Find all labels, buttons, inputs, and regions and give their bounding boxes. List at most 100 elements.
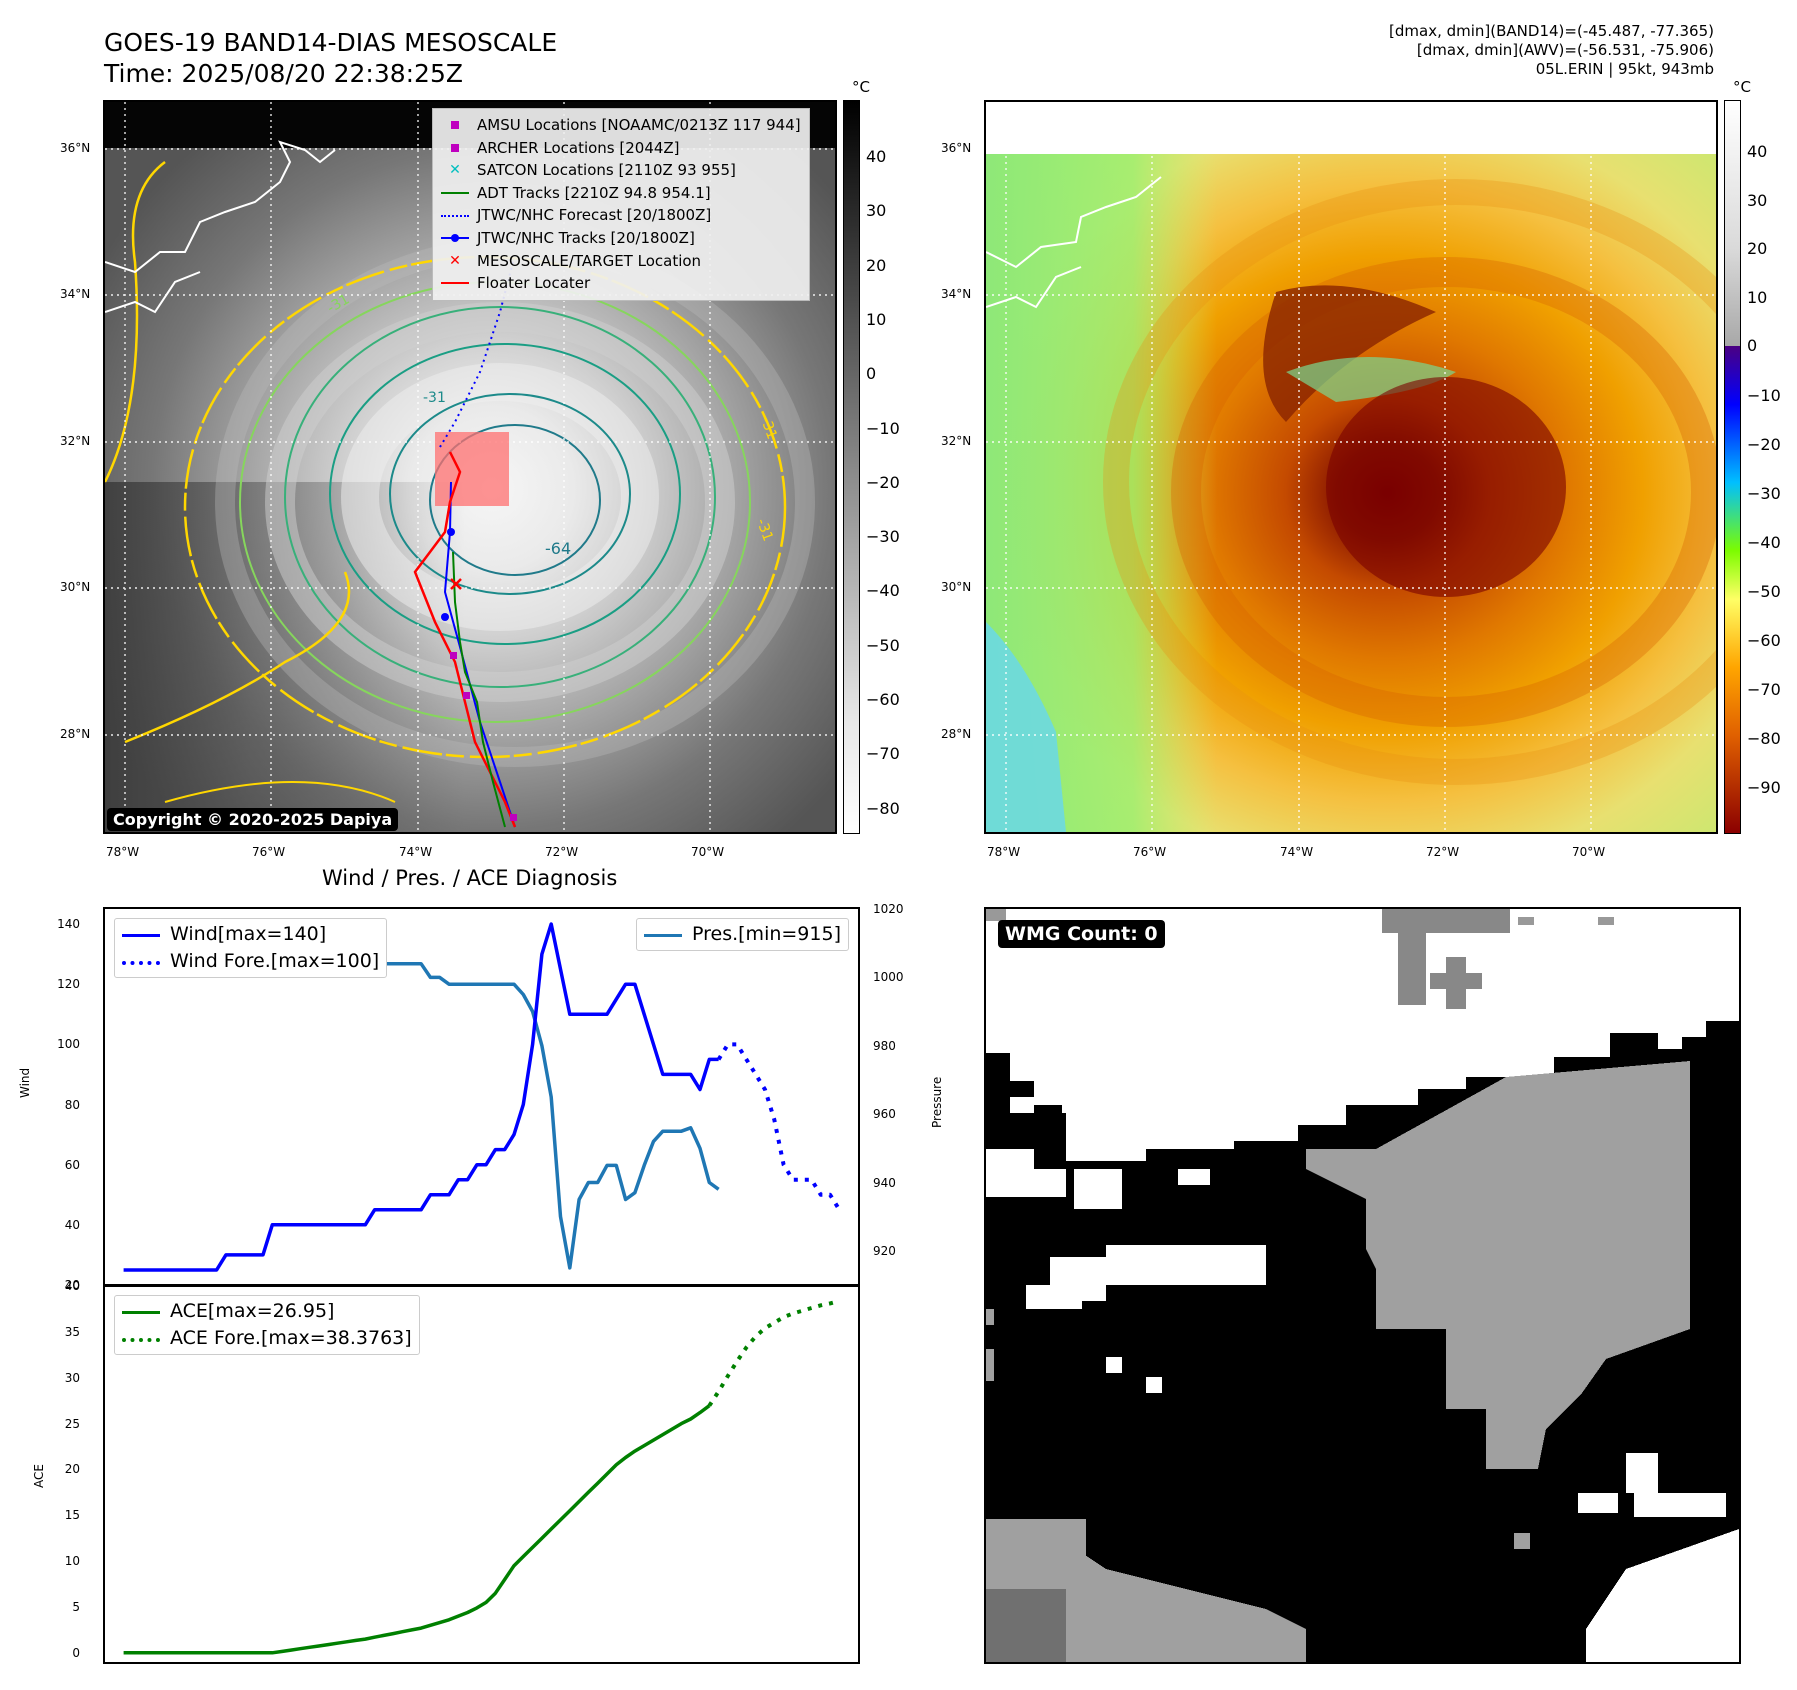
colorbar-tick-label: 0 <box>1747 336 1758 356</box>
wv-colorbar-unit: °C <box>1733 78 1751 96</box>
colorbar-tick-label: −50 <box>1747 582 1781 601</box>
lon-label: 78°W <box>987 845 1021 859</box>
lat-label: 32°N <box>60 434 91 448</box>
axis-tick-label: 35 <box>64 1324 80 1339</box>
legend-item-pressure: Pres.[min=915] <box>644 921 841 948</box>
wv-map-graphic <box>986 102 1716 832</box>
lat-label: 36°N <box>60 141 91 155</box>
axis-tick-label: 20 <box>64 1278 80 1292</box>
colorbar-tick-label: −80 <box>866 798 900 818</box>
legend-label: JTWC/NHC Forecast [20/1800Z] <box>477 206 712 225</box>
axis-tick-label: 40 <box>64 1279 80 1293</box>
lon-label: 76°W <box>1133 845 1167 859</box>
ace-axis-label: ACE <box>32 1464 46 1488</box>
colorbar-tick-label: 30 <box>1747 190 1768 210</box>
axis-tick-label: 940 <box>873 1175 896 1190</box>
dotted-line-icon <box>122 956 160 968</box>
lat-label: 34°N <box>941 287 972 301</box>
solid-line-icon <box>122 1306 160 1318</box>
axis-tick-label: 920 <box>873 1243 896 1258</box>
legend-item-wind: Wind[max=140] <box>122 921 379 948</box>
lon-label: 70°W <box>691 845 725 859</box>
wind-series-line <box>123 922 719 1272</box>
axis-tick-label: 1000 <box>873 970 904 985</box>
legend-label: Pres.[min=915] <box>692 923 841 945</box>
x-marker-icon: ✕ <box>449 162 461 179</box>
axis-tick-label: 140 <box>57 917 80 931</box>
solid-line-icon <box>122 929 160 941</box>
legend-label: Wind Fore.[max=100] <box>170 950 380 972</box>
axis-tick-label: 30 <box>64 1370 80 1385</box>
legend-item-wind-forecast: Wind Fore.[max=100] <box>122 948 379 975</box>
pressure-axis-label: Pressure <box>930 1076 944 1128</box>
lon-label: 72°W <box>1426 845 1460 859</box>
axis-tick-label: 25 <box>64 1416 80 1431</box>
colorbar-tick-label: −60 <box>866 690 900 709</box>
legend-item-forecast: JTWC/NHC Forecast [20/1800Z] <box>441 204 801 227</box>
pressure-series-line <box>123 927 720 1270</box>
colorbar-tick-label: −50 <box>866 635 900 655</box>
lat-label: 32°N <box>941 434 972 448</box>
colorbar-tick-label: 20 <box>1747 239 1768 259</box>
axis-tick-label: 120 <box>57 977 80 992</box>
legend-item-satcon: ✕ SATCON Locations [2110Z 93 955] <box>441 159 801 182</box>
legend-item-amsu: AMSU Locations [NOAAMC/0213Z 117 944] <box>441 114 801 137</box>
lon-label: 70°W <box>1572 845 1606 859</box>
axis-tick-label: 1020 <box>873 902 904 916</box>
ace-forecast-series-line <box>707 1298 840 1407</box>
dotted-line-icon <box>122 1333 160 1345</box>
colorbar-tick-label: −30 <box>1747 484 1781 503</box>
colorbar-tick-label: −40 <box>866 581 900 601</box>
legend-item-ace: ACE[max=26.95] <box>122 1298 412 1325</box>
colorbar-tick-label: 10 <box>1747 287 1768 307</box>
axis-tick-label: 80 <box>64 1097 80 1112</box>
lat-label: 34°N <box>60 287 91 301</box>
line-marker-icon <box>441 277 469 289</box>
lat-label: 28°N <box>60 727 91 741</box>
copyright-badge: Copyright © 2020-2025 Dapiya <box>107 808 399 831</box>
legend-item-ace-forecast: ACE Fore.[max=38.3763] <box>122 1325 412 1352</box>
ir-colorbar <box>843 100 860 834</box>
colorbar-tick-label: −70 <box>866 744 900 764</box>
colorbar-tick-label: −20 <box>866 472 900 492</box>
wmg-graphic <box>986 909 1739 1662</box>
axis-tick-label: 980 <box>873 1038 896 1053</box>
colorbar-tick-label: 0 <box>866 364 877 384</box>
square-marker-icon <box>441 119 469 131</box>
axis-tick-label: 40 <box>64 1217 80 1232</box>
wind-axis-label: Wind <box>18 1067 32 1098</box>
lat-label: 36°N <box>941 141 972 155</box>
colorbar-tick-label: 40 <box>1747 142 1768 161</box>
axis-tick-label: 5 <box>72 1600 80 1614</box>
title-line-1: GOES-19 BAND14-DIAS MESOSCALE <box>104 28 558 57</box>
wmg-panel: WMG Count: 0 <box>984 907 1741 1664</box>
wind-pressure-plot: Wind[max=140] Wind Fore.[max=100] Pres.[… <box>103 907 860 1287</box>
lon-label: 72°W <box>545 845 579 859</box>
legend-label: ARCHER Locations [2044Z] <box>477 138 680 157</box>
legend-item-tracks: JTWC/NHC Tracks [20/1800Z] <box>441 227 801 250</box>
colorbar-tick-label: −70 <box>1747 680 1781 699</box>
ir-legend: AMSU Locations [NOAAMC/0213Z 117 944] AR… <box>432 108 810 301</box>
lat-label: 30°N <box>60 580 91 594</box>
axis-tick-label: 60 <box>64 1157 80 1172</box>
x-marker-icon: ✕ <box>449 252 461 269</box>
pressure-legend: Pres.[min=915] <box>636 918 849 951</box>
storm-info: [dmax, dmin](BAND14)=(-45.487, -77.365) … <box>1389 22 1714 79</box>
legend-label: ADT Tracks [2210Z 94.8 954.1] <box>477 183 711 202</box>
lon-label: 74°W <box>1280 845 1314 859</box>
colorbar-tick-label: −80 <box>1747 729 1781 748</box>
lon-label: 76°W <box>252 845 286 859</box>
legend-item-floater: Floater Locater <box>441 272 801 295</box>
legend-label: Floater Locater <box>477 274 591 293</box>
colorbar-tick-label: −10 <box>1747 386 1781 405</box>
line-dot-icon <box>441 232 469 244</box>
axis-tick-label: 10 <box>64 1554 80 1569</box>
ace-series-line <box>123 1404 711 1655</box>
legend-label: JTWC/NHC Tracks [20/1800Z] <box>477 228 695 247</box>
info-line-2: [dmax, dmin](AWV)=(-56.531, -75.906) <box>1416 41 1714 59</box>
legend-item-archer: ARCHER Locations [2044Z] <box>441 137 801 160</box>
colorbar-tick-label: −10 <box>866 418 900 438</box>
wmg-count-badge: WMG Count: 0 <box>998 920 1165 948</box>
legend-label: SATCON Locations [2110Z 93 955] <box>477 161 736 180</box>
legend-label: ACE Fore.[max=38.3763] <box>170 1327 412 1349</box>
